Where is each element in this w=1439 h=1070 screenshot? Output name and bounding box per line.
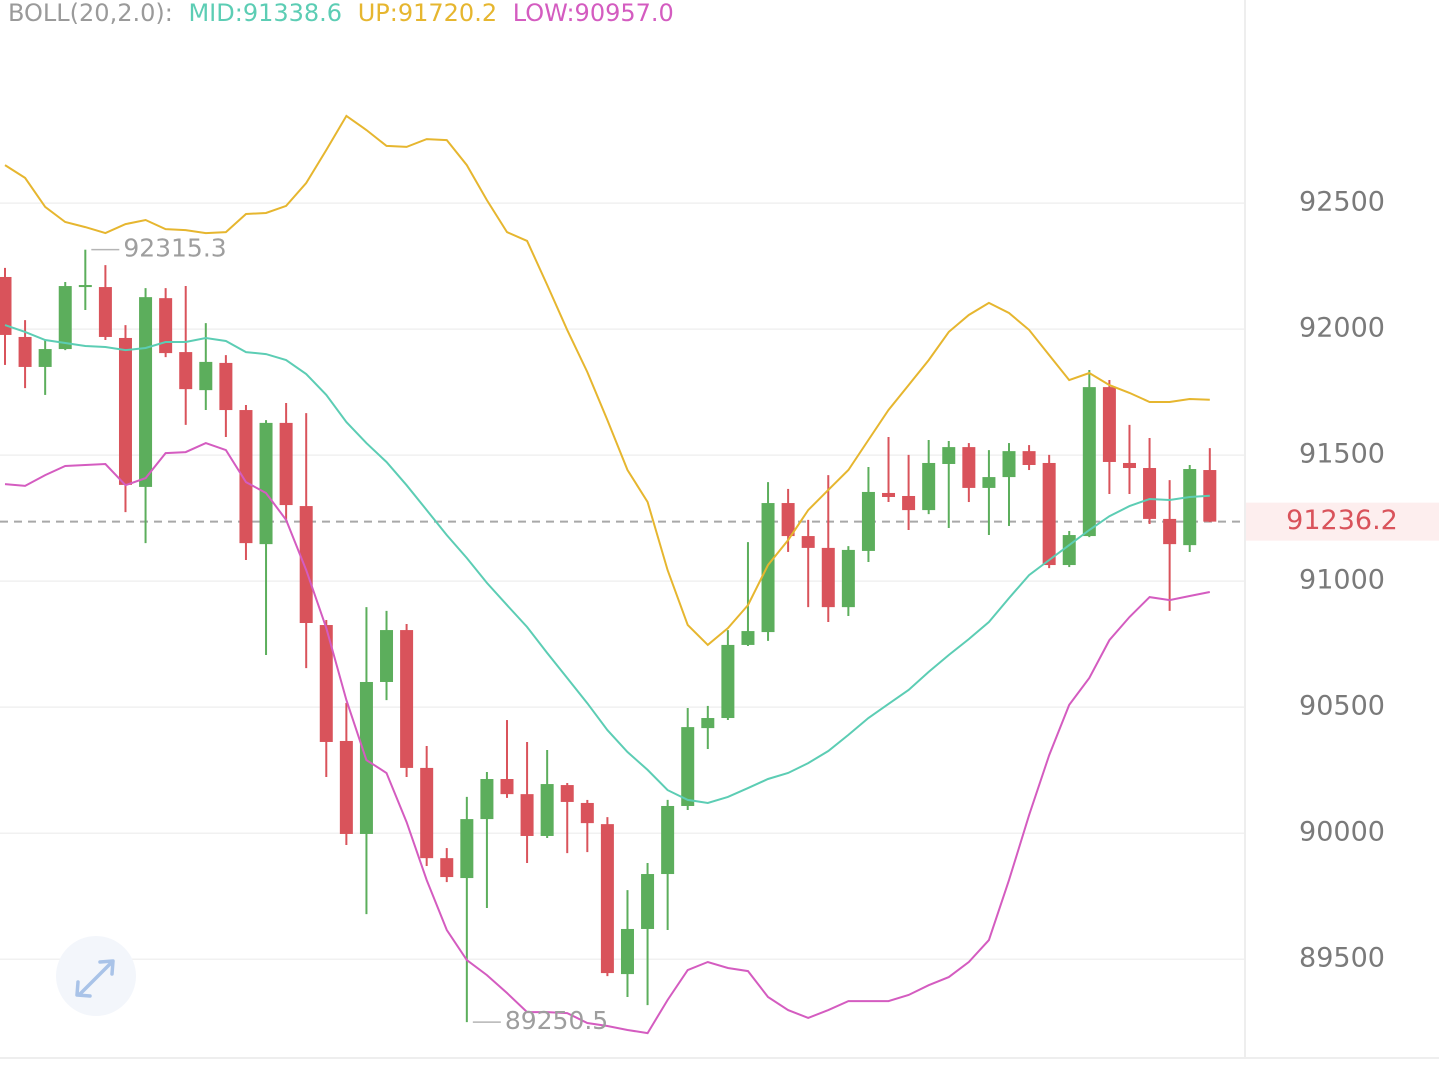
candle-body: [159, 298, 173, 354]
indicator-label: BOLL(20,2.0):: [8, 0, 173, 27]
candle-body: [982, 477, 996, 488]
candle-body: [661, 805, 675, 875]
candle-body: [821, 547, 835, 608]
candle-body: [179, 352, 193, 390]
annotation: 89250.5: [505, 1006, 608, 1035]
candle-body: [781, 503, 795, 537]
candle-body: [58, 286, 72, 350]
candle-body: [1102, 387, 1116, 462]
candle-body: [380, 630, 394, 682]
candle-body: [721, 644, 735, 719]
expand-button[interactable]: [56, 936, 136, 1016]
candle-body: [78, 285, 92, 288]
candle-body: [199, 361, 213, 391]
candle-body: [681, 727, 695, 806]
y-tick-label: 92000: [1299, 313, 1385, 344]
y-tick-label: 91500: [1299, 439, 1385, 470]
candle-body: [339, 740, 353, 834]
candle-body: [540, 784, 554, 836]
candle-body: [259, 422, 273, 545]
candle-body: [600, 824, 614, 974]
candle-body: [460, 819, 474, 879]
candle-body: [1022, 451, 1036, 465]
boll-line: [4, 442, 1210, 1035]
y-tick-label: 89500: [1299, 943, 1385, 974]
candle-body: [440, 858, 454, 878]
candle-body: [299, 506, 313, 624]
candle-body: [922, 462, 936, 511]
candle-body: [1163, 518, 1177, 545]
candle-body: [319, 625, 333, 742]
y-tick-label: 91000: [1299, 565, 1385, 596]
candle-body: [841, 549, 855, 608]
candle-body: [560, 785, 574, 802]
candle-body: [1042, 462, 1056, 566]
candle-body: [620, 928, 634, 975]
candle-body: [902, 495, 916, 511]
candle-body: [701, 718, 715, 729]
candle-body: [118, 337, 132, 485]
candle-body: [279, 422, 293, 506]
candle-body: [1143, 468, 1157, 519]
candle-body: [520, 794, 534, 836]
last-price-bg: [1246, 502, 1439, 541]
boll-line: [4, 324, 1210, 805]
candle-body: [1062, 535, 1076, 566]
annotation: 92315.3: [123, 234, 226, 263]
candle-body: [18, 336, 32, 367]
candle-body: [741, 631, 755, 645]
candle-body: [38, 349, 52, 367]
candle-body: [580, 802, 594, 824]
legend: BOLL(20,2.0): MID:91338.6 UP:91720.2 LOW…: [8, 0, 674, 27]
y-tick-label: 90000: [1299, 817, 1385, 848]
candle-body: [962, 447, 976, 488]
candle-body: [139, 297, 153, 487]
plot: [0, 114, 1245, 1035]
expand-icon[interactable]: [75, 959, 115, 998]
candle-body: [761, 503, 775, 633]
candle-body: [420, 767, 434, 859]
y-tick-label: 92500: [1299, 187, 1385, 218]
candle-body: [942, 447, 956, 464]
candle-body: [861, 491, 875, 551]
legend-entry: LOW:90957.0: [513, 0, 674, 27]
candle-body: [239, 410, 253, 544]
legend-entry: UP:91720.2: [358, 0, 497, 27]
candle-body: [1122, 462, 1136, 469]
candle-body: [400, 630, 414, 768]
candle-body: [98, 287, 112, 337]
legend-entry: MID:91338.6: [188, 0, 342, 27]
candle-body: [882, 492, 896, 497]
y-tick-label: 90500: [1299, 691, 1385, 722]
candle-body: [500, 779, 514, 795]
candle-body: [1082, 387, 1096, 537]
candle-body: [641, 874, 655, 929]
candle-body: [0, 276, 12, 335]
boll-line: [4, 114, 1210, 647]
candle-body: [1002, 451, 1016, 478]
last-price-label: 91236.2: [1286, 505, 1398, 536]
candle-body: [801, 536, 815, 548]
candle-body: [219, 362, 233, 411]
candle-body: [480, 779, 494, 820]
candle-body: [1183, 469, 1197, 546]
